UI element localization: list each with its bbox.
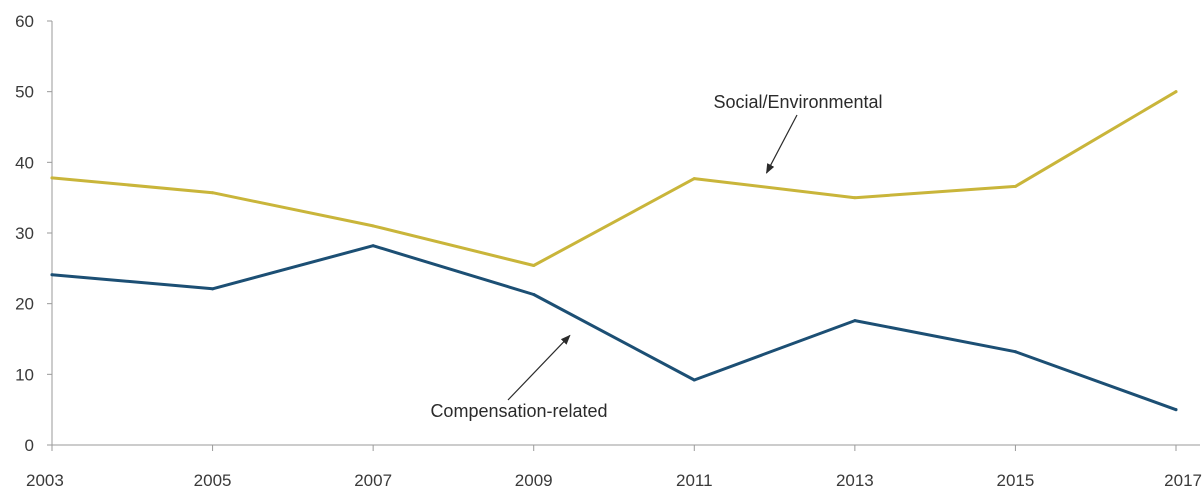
data-point (1013, 184, 1017, 188)
y-tick-label: 0 (25, 436, 34, 455)
x-tick-label: 2003 (26, 471, 64, 490)
x-tick-label: 2005 (194, 471, 232, 490)
data-point (211, 287, 215, 291)
annotations: Social/Environmental Compensation-related (430, 92, 882, 421)
y-tick-label: 40 (15, 153, 34, 172)
data-point (1174, 408, 1178, 412)
annotation-label: Social/Environmental (713, 92, 882, 112)
y-tick-label: 60 (15, 12, 34, 31)
x-tick-label: 2017 (1164, 471, 1202, 490)
x-tick-label: 2009 (515, 471, 553, 490)
data-point (50, 273, 54, 277)
y-tick-label: 30 (15, 224, 34, 243)
data-point (50, 176, 54, 180)
series-line-social-environmental (50, 90, 1178, 267)
data-point (532, 264, 536, 268)
y-tick-label: 10 (15, 365, 34, 384)
series-group (50, 90, 1178, 412)
data-point (692, 378, 696, 382)
annotation-arrow (507, 334, 571, 401)
x-tick-label: 2015 (997, 471, 1035, 490)
x-tick-label: 2007 (354, 471, 392, 490)
y-tick-label: 20 (15, 295, 34, 314)
data-point (853, 319, 857, 323)
data-point (371, 244, 375, 248)
data-point (853, 196, 857, 200)
x-tick-label: 2011 (676, 471, 713, 490)
data-point (532, 292, 536, 296)
series-line-compensation-related (50, 244, 1178, 412)
annotation-arrow (766, 114, 798, 174)
data-point (692, 177, 696, 181)
axes: 0 10 20 30 40 50 60 2003 2005 2007 2009 2011 2013 201… (15, 12, 1202, 490)
x-tick-label: 2013 (836, 471, 874, 490)
data-point (371, 224, 375, 228)
y-tick-label: 50 (15, 83, 34, 102)
annotation-label: Compensation-related (430, 401, 607, 421)
data-point (1013, 350, 1017, 354)
data-point (1174, 90, 1178, 94)
data-point (211, 191, 215, 195)
